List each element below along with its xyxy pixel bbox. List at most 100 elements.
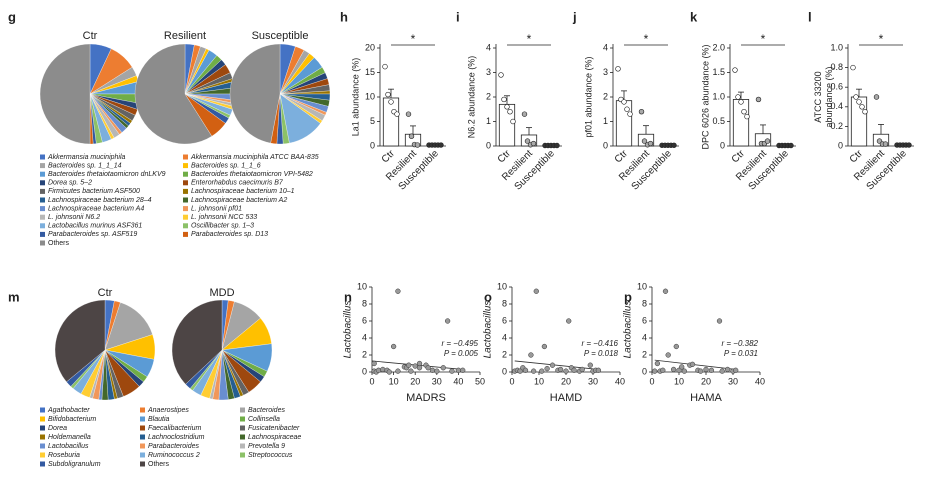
data-point — [735, 94, 741, 100]
y-axis-label: abundance (%) — [824, 66, 834, 127]
data-point — [510, 118, 516, 125]
legend-swatch — [40, 240, 45, 246]
legend-label: Faecalibacterium — [148, 425, 201, 432]
data-point — [738, 99, 744, 105]
legend-swatch — [140, 434, 145, 440]
legend-label: Parabacteroides — [148, 443, 199, 450]
y-axis-label: Lactobacillus — [623, 301, 634, 359]
data-point — [504, 104, 510, 110]
panel-letter: k — [690, 9, 698, 24]
data-point — [429, 367, 436, 373]
x-tick-label: 20 — [561, 376, 571, 386]
bar — [615, 100, 633, 147]
x-tick-label: 30 — [588, 376, 598, 386]
y-axis-label: Lactobacillus — [343, 301, 354, 359]
x-tick-label: 0 — [649, 376, 654, 386]
legend-label: Oscillibacter sp. 1–3 — [191, 223, 254, 230]
x-tick-label: 10 — [674, 376, 684, 386]
data-point — [641, 138, 648, 144]
data-point — [522, 367, 529, 373]
y-axis-label: ATCC 33200 — [813, 71, 823, 122]
y-tick-label: 0 — [486, 140, 491, 150]
data-point — [498, 72, 504, 78]
legend-label: Parabacteroides sp. ASF519 — [48, 231, 137, 238]
legend-label: Bacteroides thetaiotaomicron dnLKV9 — [48, 171, 166, 178]
legend-label: L. johnsonii N6.2 — [48, 214, 100, 221]
data-point — [882, 141, 889, 147]
data-point — [859, 104, 865, 110]
legend-label: Lachnospiraceae bacterium A2 — [191, 197, 287, 204]
data-point — [438, 142, 444, 148]
data-point — [406, 362, 412, 368]
y-tick-label: 4 — [642, 332, 647, 342]
legend-swatch — [240, 443, 245, 449]
y-axis-label: N6.2 abundance (%) — [466, 56, 476, 139]
data-point — [755, 96, 762, 103]
data-point — [624, 106, 630, 112]
legend-label: Enterorhabdus caecimuris B7 — [191, 180, 284, 187]
data-point — [671, 142, 677, 148]
legend-label: Roseburia — [48, 452, 80, 459]
data-point — [665, 352, 671, 358]
data-point — [850, 64, 856, 71]
legend-label: L. johnsonii pf01 — [191, 205, 242, 212]
pie-slice — [134, 43, 212, 145]
panel-letter: o — [484, 289, 492, 304]
panel-letter: m — [8, 289, 20, 304]
data-point — [541, 343, 548, 350]
pie-title: Resilient — [164, 30, 206, 42]
data-point — [390, 343, 397, 350]
data-point — [621, 99, 627, 105]
data-point — [615, 66, 621, 72]
x-tick-label: 0 — [509, 376, 514, 386]
y-tick-label: 3 — [486, 67, 491, 77]
data-point — [395, 368, 401, 374]
legend-swatch — [40, 171, 45, 177]
data-point — [716, 318, 723, 324]
data-point — [408, 368, 414, 374]
legend-label: Lachnospiraceae — [248, 434, 301, 441]
data-point — [386, 369, 392, 375]
y-tick-label: 1.5 — [712, 67, 725, 77]
legend-label: Akkermansia muciniphila — [47, 154, 126, 161]
legend-label: Bacteroides sp. 1_1_14 — [48, 162, 122, 169]
y-tick-label: 1 — [486, 116, 491, 126]
data-point — [571, 367, 577, 373]
data-point — [681, 368, 688, 374]
legend-swatch — [140, 425, 145, 431]
data-point — [444, 318, 451, 324]
data-point — [856, 99, 862, 105]
stat-annotation: P = 0.018 — [584, 349, 619, 358]
legend-label: Fusicatenibacter — [248, 425, 300, 432]
legend-label: Prevotella 9 — [248, 443, 285, 450]
pie-title: Ctr — [83, 30, 98, 42]
legend-swatch — [140, 407, 145, 413]
legend-label: Akkermansia muciniphila ATCC BAA-835 — [190, 154, 319, 161]
legend-swatch — [183, 154, 188, 160]
data-point — [395, 288, 401, 294]
legend-swatch — [183, 206, 188, 212]
data-point — [638, 108, 645, 115]
data-point — [416, 360, 423, 367]
legend-label: Anaerostipes — [147, 407, 189, 414]
legend-swatch — [40, 163, 45, 169]
data-point — [563, 368, 569, 374]
y-axis-label: Lactobacillus — [483, 301, 494, 359]
data-point — [549, 362, 556, 368]
data-point — [703, 366, 709, 373]
y-axis-label: La1 abundance (%) — [350, 58, 360, 137]
y-axis-label: DPC 6026 abundance (%) — [700, 44, 710, 149]
pie-slice — [54, 299, 106, 383]
y-tick-label: 0.2 — [830, 121, 843, 131]
stat-annotation: P = 0.005 — [444, 349, 479, 358]
y-tick-label: 2 — [603, 91, 608, 101]
data-point — [719, 368, 725, 374]
legend-label: Lactobacillus — [48, 443, 89, 450]
y-tick-label: 0 — [362, 366, 367, 376]
y-tick-label: 8 — [642, 298, 647, 308]
legend-swatch — [40, 407, 45, 413]
legend-swatch — [40, 434, 45, 440]
data-point — [507, 108, 513, 115]
y-tick-label: 0 — [603, 140, 608, 150]
